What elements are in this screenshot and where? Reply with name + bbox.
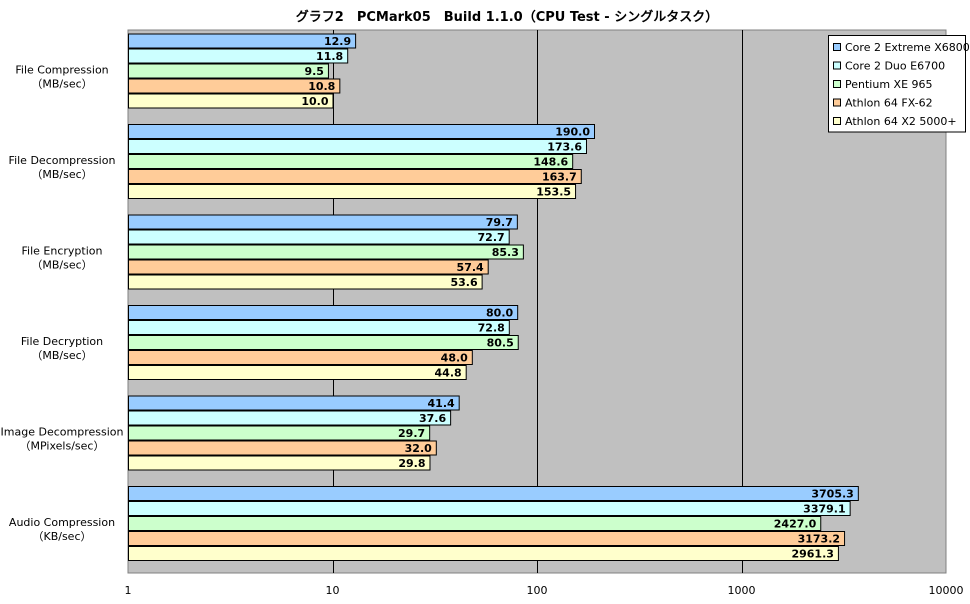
bar (128, 350, 473, 365)
bars (128, 33, 859, 561)
bar (128, 48, 349, 64)
category-label: File Decompression （MB/sec） (9, 154, 116, 181)
data-label: 12.9 (324, 35, 351, 48)
data-label: 85.3 (492, 246, 519, 259)
bar (128, 229, 510, 245)
data-label: 48.0 (441, 352, 468, 365)
legend-entry: Core 2 Extreme X6800 (845, 41, 970, 54)
data-label: 3705.3 (811, 488, 853, 501)
data-label: 37.6 (419, 412, 446, 425)
data-label: 3379.1 (803, 503, 845, 516)
bar (128, 259, 489, 275)
data-label: 153.5 (536, 186, 571, 199)
data-label: 2427.0 (774, 518, 817, 531)
bar (128, 395, 460, 411)
bar (128, 124, 596, 139)
data-label: 173.6 (547, 141, 582, 154)
bar (128, 154, 574, 169)
legend-swatch (833, 98, 841, 107)
bar (128, 335, 519, 350)
legend-entry: Pentium XE 965 (845, 78, 933, 91)
data-label: 10.0 (301, 95, 328, 108)
legend-swatch (833, 43, 841, 51)
bar (128, 440, 437, 456)
data-label: 53.6 (450, 276, 477, 289)
data-label: 11.8 (316, 50, 343, 63)
data-label: 190.0 (555, 126, 590, 139)
bar (128, 516, 822, 531)
legend: Core 2 Extreme X6800 Core 2 Duo E6700 Pent… (828, 35, 970, 133)
x-tick-label: 10000 (929, 584, 964, 597)
data-label: 80.5 (487, 337, 514, 350)
category-label: File Compression （MB/sec） (15, 63, 108, 90)
category-label: File Decryption （MB/sec） (21, 335, 103, 362)
bar (128, 33, 357, 49)
gridlines (333, 30, 743, 573)
bar (128, 63, 329, 79)
value-labels: 12.9 190.0 79.7 80.0 41.4 3705.3 11.8 173.6 72.7… (301, 35, 853, 561)
bar (128, 531, 846, 546)
x-tick-label: 1000 (728, 584, 756, 597)
bar (128, 501, 851, 516)
x-axis-ticks: 1 10 100 1000 10000 (125, 584, 964, 597)
category-label: Image Decompression （MPixels/sec） (1, 425, 124, 452)
data-label: 163.7 (542, 171, 577, 184)
bar (128, 244, 524, 260)
bar (128, 93, 334, 109)
data-label: 72.8 (478, 322, 505, 335)
bar (128, 78, 341, 94)
data-label: 10.8 (308, 80, 335, 93)
data-label: 29.8 (398, 457, 425, 470)
bar (128, 546, 839, 561)
x-tick-label: 10 (326, 584, 340, 597)
bar (128, 139, 587, 154)
bar (128, 184, 577, 199)
data-label: 148.6 (533, 156, 568, 169)
x-tick-label: 1 (125, 584, 132, 597)
data-label: 72.7 (478, 231, 505, 244)
data-label: 29.7 (398, 427, 425, 440)
bar (128, 320, 510, 335)
data-label: 2961.3 (791, 548, 833, 561)
category-label: File Encryption （MB/sec） (22, 244, 103, 271)
data-label: 57.4 (457, 261, 484, 274)
bar (128, 425, 431, 441)
bar (128, 365, 467, 380)
legend-entry: Athlon 64 X2 5000+ (845, 115, 957, 128)
bar (128, 305, 519, 320)
legend-swatch (833, 80, 841, 88)
bar (128, 169, 582, 184)
bar (128, 410, 452, 426)
chart-title: グラフ2 PCMark05 Build 1.1.0（CPU Test - シング… (296, 9, 718, 25)
bar (128, 486, 859, 501)
data-label: 32.0 (405, 442, 432, 455)
data-label: 44.8 (435, 367, 462, 380)
data-label: 41.4 (428, 397, 455, 410)
legend-swatch (833, 117, 841, 125)
bar (128, 274, 483, 290)
category-labels: File Compression （MB/sec） File Decompressi… (1, 63, 124, 543)
legend-box (828, 35, 966, 133)
data-label: 3173.2 (798, 533, 840, 546)
legend-entry: Athlon 64 FX-62 (845, 97, 933, 110)
x-tick-label: 100 (527, 584, 548, 597)
data-label: 9.5 (304, 65, 324, 78)
legend-swatch (833, 61, 841, 70)
legend-entry: Core 2 Duo E6700 (845, 60, 945, 73)
data-label: 79.7 (486, 216, 513, 229)
bar (128, 214, 518, 230)
category-label: Audio Compression （KB/sec） (9, 516, 115, 543)
bar (128, 455, 431, 471)
data-label: 80.0 (486, 307, 513, 320)
